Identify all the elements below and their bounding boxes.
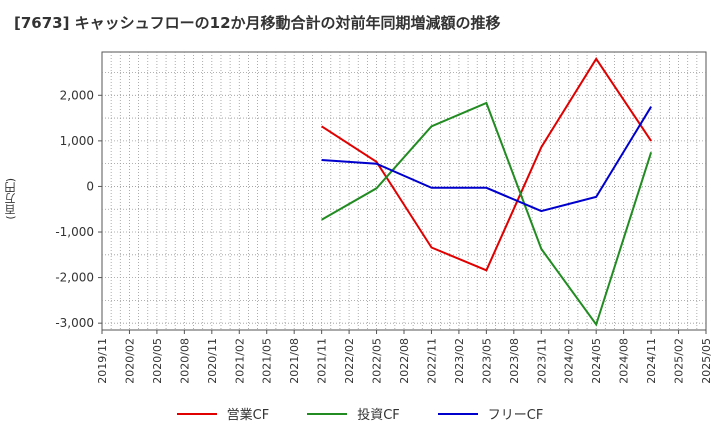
series-line-2	[321, 101, 653, 327]
x-tick-label: 2023/02	[453, 338, 466, 384]
series-line-3	[321, 106, 652, 213]
x-tick-label: 2022/05	[371, 338, 384, 384]
x-tick-label: 2025/02	[673, 338, 686, 384]
x-tick-label: 2023/05	[480, 338, 493, 384]
legend: 営業CF 投資CF フリーCF	[0, 404, 720, 423]
series-line-1	[321, 56, 652, 272]
legend-swatch	[307, 412, 348, 415]
x-tick-label: 2019/11	[96, 338, 109, 384]
legend-item-1: 営業CF	[176, 404, 270, 423]
x-tick-label: 2021/11	[316, 338, 329, 384]
legend-item-3: フリーCF	[437, 404, 544, 423]
x-tick-label: 2022/08	[398, 338, 411, 384]
y-tick-label: 1,000	[60, 134, 94, 148]
legend-swatch	[437, 412, 478, 415]
x-tick-label: 2021/08	[288, 338, 301, 384]
x-tick-label: 2020/11	[206, 338, 219, 384]
x-tick-label: 2023/11	[535, 338, 548, 384]
y-tick-label: -2,000	[55, 271, 94, 285]
x-tick-label: 2020/05	[151, 338, 164, 384]
x-tick-label: 2022/11	[425, 338, 438, 384]
y-tick-label: -3,000	[55, 316, 94, 330]
x-tick-label: 2020/02	[123, 338, 136, 384]
x-tick-label: 2024/11	[645, 338, 658, 384]
x-tick-label: 2021/02	[233, 338, 246, 384]
legend-label: 投資CF	[357, 408, 400, 423]
x-tick-label: 2024/05	[590, 338, 603, 384]
x-tick-label: 2022/02	[343, 338, 356, 384]
chart-title: [7673] キャッシュフローの12か月移動合計の対前年同期増減額の推移	[14, 14, 501, 32]
y-tick-label: 2,000	[60, 88, 94, 102]
x-tick-label: 2024/02	[563, 338, 576, 384]
x-tick-label: 2021/05	[261, 338, 274, 384]
y-tick-label: -1,000	[55, 225, 94, 239]
legend-label: 営業CF	[226, 408, 270, 423]
legend-swatch	[176, 412, 217, 415]
x-tick-label: 2024/08	[618, 338, 631, 384]
x-tick-label: 2025/05	[700, 338, 713, 384]
legend-item-2: 投資CF	[307, 404, 400, 423]
y-tick-label: 0	[86, 179, 94, 193]
x-tick-label: 2023/08	[508, 338, 521, 384]
x-tick-label: 2020/08	[178, 338, 191, 384]
legend-label: フリーCF	[487, 408, 544, 423]
